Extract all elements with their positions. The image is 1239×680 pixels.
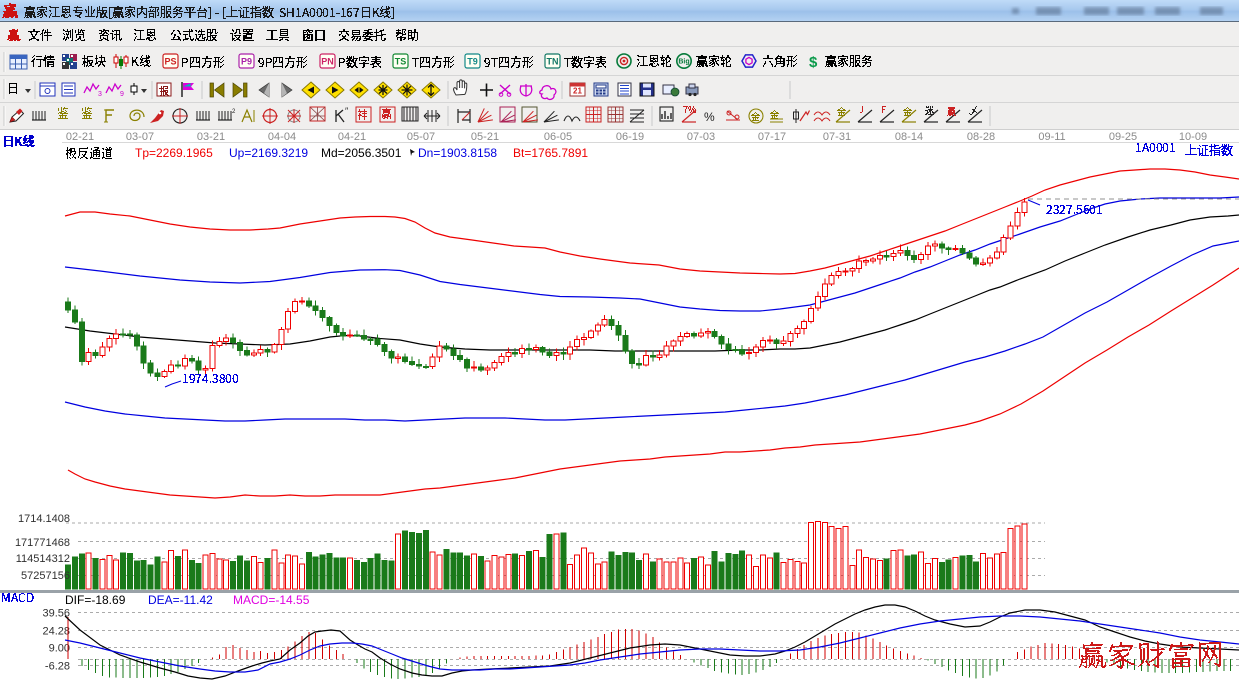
svg-text:09-25: 09-25 <box>1109 131 1137 143</box>
svg-text:08-28: 08-28 <box>967 131 995 143</box>
svg-text:″: ″ <box>345 106 349 116</box>
svg-text:DIF=-18.69: DIF=-18.69 <box>65 593 126 607</box>
svg-text:Big: Big <box>678 59 689 66</box>
svg-text:39.56: 39.56 <box>42 608 70 620</box>
svg-text:06-05: 06-05 <box>544 131 572 143</box>
svg-text:T9: T9 <box>467 57 478 67</box>
svg-text:9.00: 9.00 <box>49 643 70 655</box>
svg-text:9: 9 <box>120 91 124 98</box>
svg-text:Tp=2269.1965: Tp=2269.1965 <box>135 146 213 160</box>
svg-text:Dn=1903.8158: Dn=1903.8158 <box>418 146 497 160</box>
svg-text:07-17: 07-17 <box>758 131 786 143</box>
svg-text:-6.28: -6.28 <box>45 661 70 673</box>
svg-text:Md=2056.3501: Md=2056.3501 <box>321 146 402 160</box>
svg-text:08-14: 08-14 <box>895 131 923 143</box>
svg-text:05-21: 05-21 <box>471 131 499 143</box>
svg-text:06-19: 06-19 <box>616 131 644 143</box>
svg-text:DEA=-11.42: DEA=-11.42 <box>148 593 213 607</box>
svg-text:09-11: 09-11 <box>1038 131 1065 143</box>
svg-text:PS: PS <box>164 57 176 67</box>
svg-text:171771468: 171771468 <box>15 537 70 549</box>
svg-text:Up=2169.3219: Up=2169.3219 <box>229 146 308 160</box>
svg-text:10-09: 10-09 <box>1179 131 1207 143</box>
svg-text:07-03: 07-03 <box>687 131 715 143</box>
svg-text:04-21: 04-21 <box>338 131 366 143</box>
svg-text:PN: PN <box>321 57 334 67</box>
svg-text:3: 3 <box>98 91 102 98</box>
svg-text:TS: TS <box>395 57 407 67</box>
svg-text:TN: TN <box>547 57 559 67</box>
svg-text:Bt=1765.7891: Bt=1765.7891 <box>513 146 588 160</box>
svg-text:05-07: 05-07 <box>407 131 435 143</box>
svg-text:03-21: 03-21 <box>197 131 225 143</box>
svg-text:%: % <box>704 110 715 124</box>
svg-text:MACD=-14.55: MACD=-14.55 <box>233 593 310 607</box>
svg-text:21: 21 <box>573 87 582 96</box>
svg-text:P9: P9 <box>241 57 252 67</box>
svg-text:24.28: 24.28 <box>42 626 70 638</box>
svg-text:1714.1408: 1714.1408 <box>18 513 70 525</box>
svg-text:02-21: 02-21 <box>66 131 94 143</box>
svg-text:07-31: 07-31 <box>823 131 851 143</box>
svg-text:03-07: 03-07 <box>126 131 154 143</box>
svg-text:2: 2 <box>232 109 236 115</box>
svg-text:114514312: 114514312 <box>16 553 70 565</box>
svg-text:04-04: 04-04 <box>268 131 296 143</box>
svg-text:57257156: 57257156 <box>21 570 70 582</box>
svg-text:$: $ <box>809 54 818 71</box>
